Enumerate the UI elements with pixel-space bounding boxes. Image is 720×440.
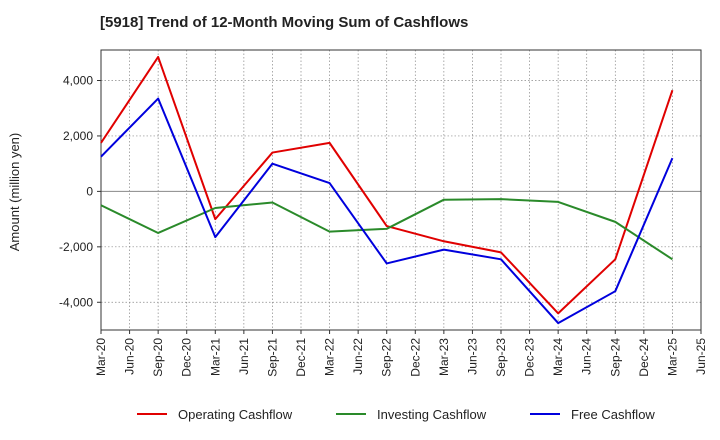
operating-cashflow-line <box>100 55 674 315</box>
y-tick-label: 2,000 <box>63 129 93 143</box>
x-tick-label: Dec-22 <box>408 338 422 377</box>
series-lines <box>100 55 674 325</box>
x-tick-label: Sep-20 <box>151 338 165 377</box>
y-axis-ticks: -4,000 -2,000 0 2,000 4,000 <box>59 73 101 309</box>
x-tick-label: Mar-21 <box>208 338 222 376</box>
x-tick-label: Mar-20 <box>94 338 108 376</box>
free-cashflow-legend-label: Free Cashflow <box>571 407 655 422</box>
x-tick-label: Mar-23 <box>437 338 451 376</box>
x-tick-label: Mar-24 <box>551 338 565 376</box>
y-axis-label: Amount (million yen) <box>7 133 22 252</box>
plot-frame <box>100 49 702 331</box>
legend: Operating Cashflow Investing Cashflow Free… <box>137 407 655 422</box>
x-tick-label: Dec-20 <box>180 338 194 377</box>
x-tick-label: Sep-23 <box>494 338 508 377</box>
x-tick-label: Jun-24 <box>580 338 594 375</box>
operating-cashflow-legend-label: Operating Cashflow <box>178 407 293 422</box>
x-tick-label: Jun-25 <box>694 338 708 375</box>
x-tick-label: Sep-21 <box>265 338 279 377</box>
x-tick-label: Jun-21 <box>237 338 251 375</box>
x-tick-label: Dec-21 <box>294 338 308 377</box>
investing-cashflow-legend-label: Investing Cashflow <box>377 407 487 422</box>
y-tick-label: 4,000 <box>63 73 93 87</box>
chart-title: [5918] Trend of 12-Month Moving Sum of C… <box>100 14 469 31</box>
x-tick-label: Sep-24 <box>608 338 622 377</box>
free-cashflow-line <box>100 97 674 325</box>
y-tick-label: 0 <box>86 184 93 198</box>
y-tick-label: -2,000 <box>59 240 93 254</box>
plot-border <box>100 49 702 331</box>
investing-cashflow-line <box>100 198 673 261</box>
x-tick-label: Sep-22 <box>380 338 394 377</box>
x-tick-label: Jun-20 <box>123 338 137 375</box>
grid-lines <box>100 50 702 330</box>
x-tick-label: Dec-24 <box>637 338 651 377</box>
x-tick-label: Jun-23 <box>465 338 479 375</box>
x-tick-label: Dec-23 <box>523 338 537 377</box>
x-tick-label: Mar-22 <box>323 338 337 376</box>
x-tick-label: Mar-25 <box>665 338 679 376</box>
x-axis-ticks: Mar-20 Jun-20 Sep-20 Dec-20 Mar-21 Jun-21 Sep-… <box>94 330 708 377</box>
y-tick-label: -4,000 <box>59 295 93 309</box>
x-tick-label: Jun-22 <box>351 338 365 375</box>
